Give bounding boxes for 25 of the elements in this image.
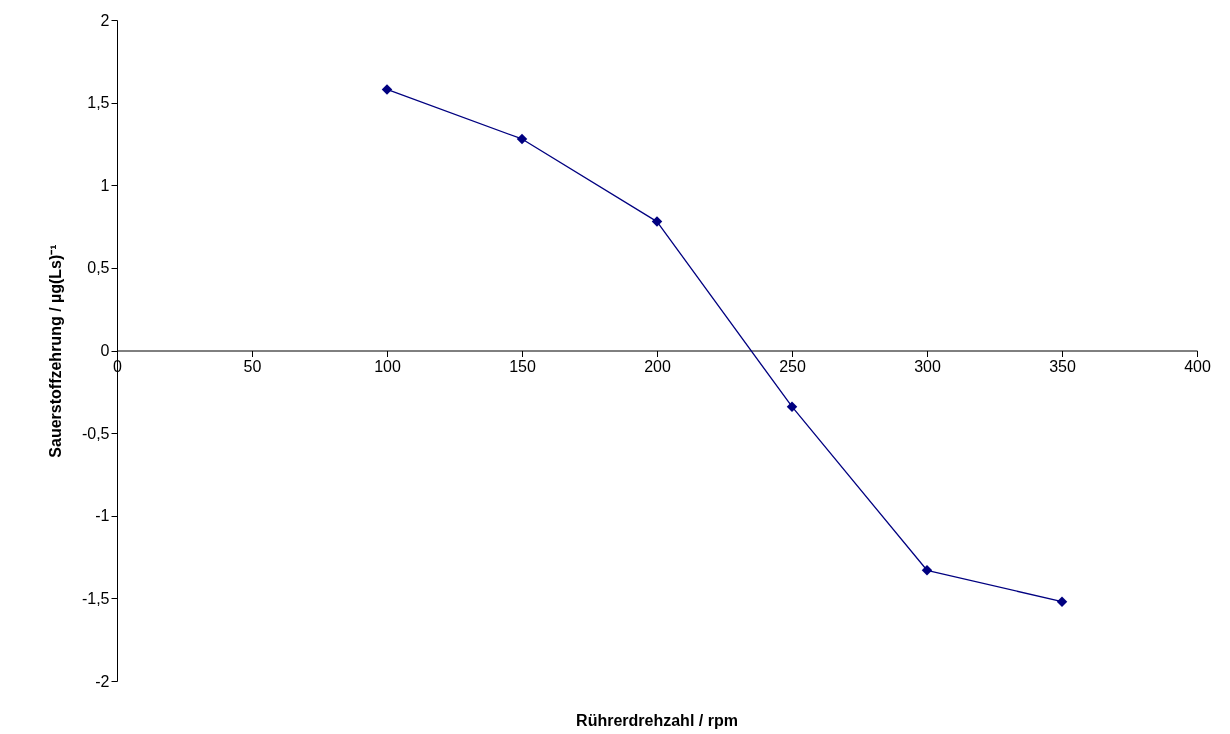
point bbox=[786, 401, 798, 412]
y-tick-label: 0,5 bbox=[87, 259, 110, 277]
x-tick-label: 250 bbox=[779, 358, 806, 375]
point bbox=[381, 84, 393, 95]
y-tick-label: -2 bbox=[95, 672, 110, 690]
y-tick-label: -1 bbox=[95, 507, 110, 525]
y-tick-label: 2 bbox=[100, 11, 110, 29]
x-tick-label: 200 bbox=[644, 358, 671, 375]
x-tick-label: 350 bbox=[1049, 358, 1076, 375]
y-tick-label: 1 bbox=[100, 176, 110, 194]
x-axis-title: Rührerdrehzahl / rpm bbox=[576, 712, 738, 729]
point bbox=[516, 133, 528, 145]
x-tick-label: 50 bbox=[243, 358, 262, 375]
x-tick-label: 100 bbox=[374, 358, 401, 375]
point bbox=[921, 565, 933, 576]
x-tick-label: 150 bbox=[509, 358, 536, 375]
point bbox=[1056, 596, 1068, 607]
y-tick-label: 0 bbox=[100, 342, 110, 359]
x-tick-label: 400 bbox=[1184, 358, 1211, 375]
point bbox=[651, 216, 663, 227]
y-tick-label: -0,5 bbox=[81, 424, 110, 442]
y-tick-label: 1,5 bbox=[87, 94, 110, 112]
y-axis-title: Sauerstoffzehrung / µg(Ls)⁻¹ bbox=[46, 244, 64, 458]
x-tick-label: 300 bbox=[914, 358, 941, 375]
y-tick-label: -1,5 bbox=[81, 589, 110, 607]
